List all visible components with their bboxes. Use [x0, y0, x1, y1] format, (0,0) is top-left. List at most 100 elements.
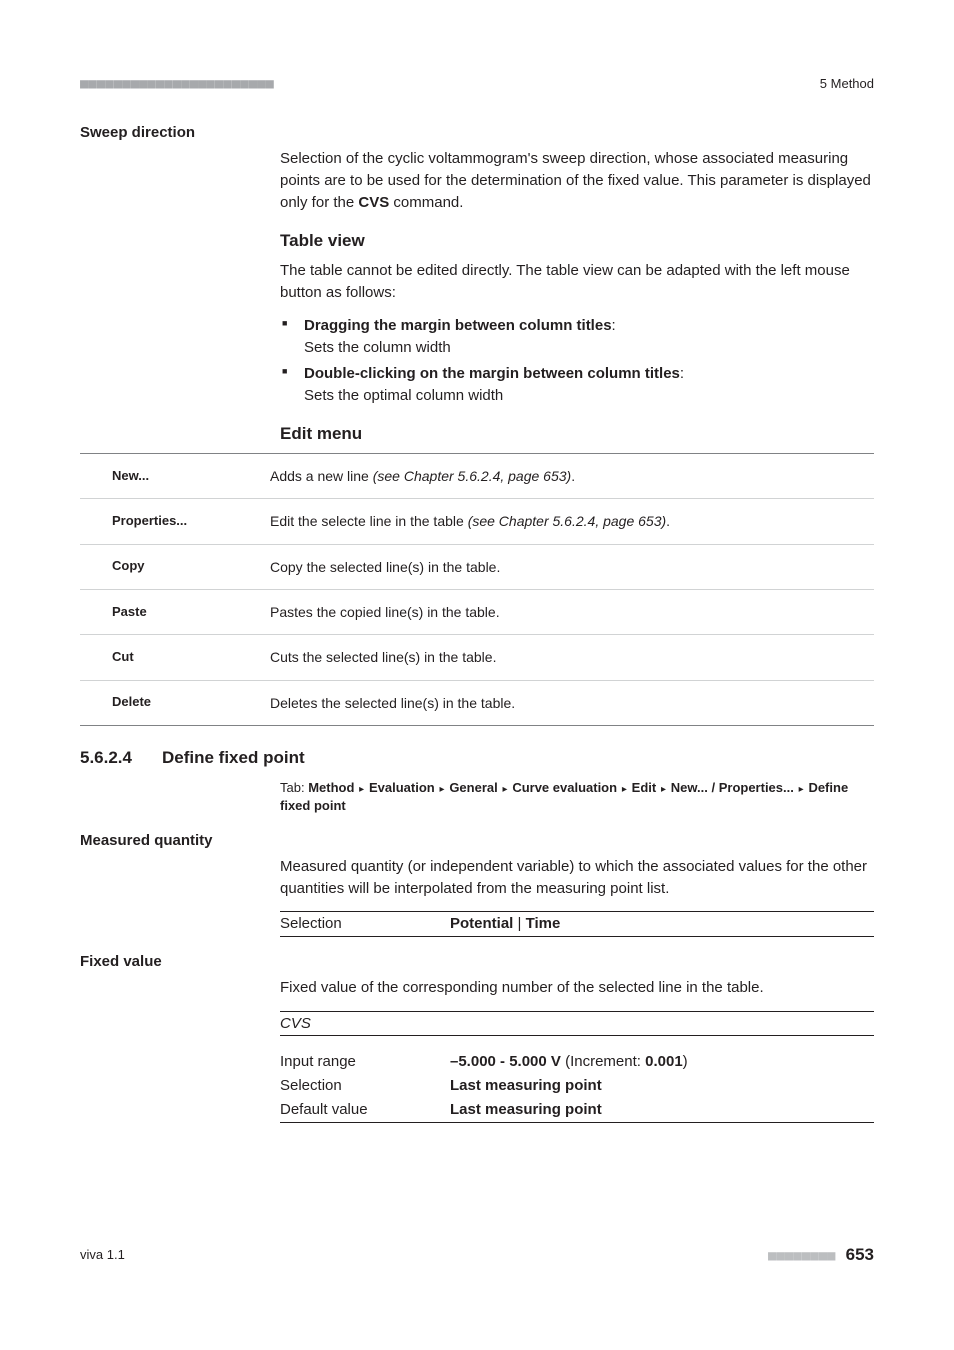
menu-key: Copy: [80, 544, 270, 589]
chapter-label: 5 Method: [820, 75, 874, 94]
triangle-icon: ▸: [656, 784, 671, 795]
footer-ticks: ■■■■■■■■: [768, 1248, 835, 1264]
menu-desc: Pastes the copied line(s) in the table.: [270, 589, 874, 634]
opt: Time: [526, 915, 561, 932]
section-heading-row: 5.6.2.4 Define fixed point: [80, 746, 874, 771]
kv-key: Selection: [280, 1074, 450, 1098]
fixed-value-body: Fixed value of the corresponding number …: [280, 977, 874, 1123]
menu-desc: Adds a new line (see Chapter 5.6.2.4, pa…: [270, 454, 874, 499]
kv-key: Input range: [280, 1050, 450, 1074]
page-header: ■■■■■■■■■■■■■■■■■■■■■■■ 5 Method: [80, 74, 874, 94]
text: (Increment:: [561, 1053, 645, 1070]
triangle-icon: ▸: [498, 784, 513, 795]
sep: |: [513, 915, 525, 932]
opt: Potential: [450, 915, 513, 932]
bullet-desc: Sets the column width: [304, 339, 451, 356]
section-number: 5.6.2.4: [80, 746, 132, 771]
table-row: CVS: [280, 1011, 874, 1036]
text: ): [683, 1053, 688, 1070]
table-row: Default value Last measuring point: [280, 1098, 874, 1122]
menu-desc: Cuts the selected line(s) in the table.: [270, 635, 874, 680]
text: Adds a new line: [270, 468, 373, 484]
kv-key: Default value: [280, 1098, 450, 1122]
tab-seg: Curve evaluation: [512, 780, 617, 795]
fv-cvs-table: CVS: [280, 1011, 874, 1037]
menu-key: Cut: [80, 635, 270, 680]
bullet-title: Dragging the margin between column title…: [304, 317, 612, 334]
section-title: Define fixed point: [162, 746, 305, 771]
text: .: [666, 513, 670, 529]
measured-quantity-body: Measured quantity (or independent variab…: [280, 856, 874, 937]
kv-value: –5.000 - 5.000 V (Increment: 0.001): [450, 1050, 874, 1074]
sweep-direction-para: Selection of the cyclic voltammogram's s…: [280, 148, 874, 213]
table-row: New... Adds a new line (see Chapter 5.6.…: [80, 454, 874, 499]
footer-right: ■■■■■■■■ 653: [768, 1243, 874, 1268]
kv-value: Potential | Time: [450, 912, 874, 937]
val-bold: Last measuring point: [450, 1101, 602, 1118]
cvs-bold: CVS: [358, 194, 389, 211]
table-view-heading: Table view: [280, 229, 874, 254]
menu-desc: Edit the selecte line in the table (see …: [270, 499, 874, 544]
tab-seg: New... / Properties...: [671, 780, 794, 795]
val-bold: Last measuring point: [450, 1077, 602, 1094]
table-row: Selection Potential | Time: [280, 912, 874, 937]
page-number: 653: [846, 1245, 874, 1264]
triangle-icon: ▸: [794, 784, 809, 795]
tab-seg: Method: [308, 780, 354, 795]
bullet-title: Double-clicking on the margin between co…: [304, 365, 680, 382]
menu-key: Properties...: [80, 499, 270, 544]
triangle-icon: ▸: [617, 784, 632, 795]
fv-values-table: Input range –5.000 - 5.000 V (Increment:…: [280, 1050, 874, 1122]
menu-desc: Deletes the selected line(s) in the tabl…: [270, 680, 874, 725]
table-view-bullets: Dragging the margin between column title…: [280, 315, 874, 406]
menu-key: Delete: [80, 680, 270, 725]
table-row: Selection Last measuring point: [280, 1074, 874, 1098]
colon: :: [612, 317, 616, 334]
kv-key: Selection: [280, 912, 450, 937]
measured-quantity-heading: Measured quantity: [80, 830, 874, 852]
cvs-label: CVS: [280, 1011, 450, 1036]
menu-key: New...: [80, 454, 270, 499]
sweep-direction-heading: Sweep direction: [80, 122, 874, 144]
menu-desc: Copy the selected line(s) in the table.: [270, 544, 874, 589]
ref-italic: (see Chapter 5.6.2.4, page 653): [373, 468, 571, 484]
colon: :: [680, 365, 684, 382]
text: .: [571, 468, 575, 484]
page-footer: viva 1.1 ■■■■■■■■ 653: [80, 1243, 874, 1268]
table-row: Paste Pastes the copied line(s) in the t…: [80, 589, 874, 634]
list-item: Dragging the margin between column title…: [280, 315, 874, 359]
tab-seg: General: [449, 780, 497, 795]
tab-seg: Evaluation: [369, 780, 435, 795]
fixed-value-para: Fixed value of the corresponding number …: [280, 977, 874, 999]
sweep-direction-body: Selection of the cyclic voltammogram's s…: [280, 148, 874, 447]
table-row: Input range –5.000 - 5.000 V (Increment:…: [280, 1050, 874, 1074]
tab-seg: Edit: [632, 780, 657, 795]
text: command.: [389, 194, 463, 211]
mq-selection-table: Selection Potential | Time: [280, 911, 874, 937]
version-label: viva 1.1: [80, 1246, 125, 1265]
text: Edit the selecte line in the table: [270, 513, 468, 529]
table-row: Properties... Edit the selecte line in t…: [80, 499, 874, 544]
table-row: Copy Copy the selected line(s) in the ta…: [80, 544, 874, 589]
range-bold: –5.000 - 5.000 V: [450, 1053, 561, 1070]
kv-value: Last measuring point: [450, 1098, 874, 1122]
table-row: Delete Deletes the selected line(s) in t…: [80, 680, 874, 725]
header-ticks: ■■■■■■■■■■■■■■■■■■■■■■■: [80, 74, 274, 94]
menu-key: Paste: [80, 589, 270, 634]
edit-menu-heading: Edit menu: [280, 422, 874, 447]
tab-label: Tab:: [280, 780, 308, 795]
kv-value: Last measuring point: [450, 1074, 874, 1098]
table-row: Cut Cuts the selected line(s) in the tab…: [80, 635, 874, 680]
measured-quantity-para: Measured quantity (or independent variab…: [280, 856, 874, 900]
triangle-icon: ▸: [354, 784, 369, 795]
edit-menu-table: New... Adds a new line (see Chapter 5.6.…: [80, 453, 874, 726]
tab-path-block: Tab: Method ▸ Evaluation ▸ General ▸ Cur…: [280, 779, 874, 817]
ref-italic: (see Chapter 5.6.2.4, page 653): [468, 513, 666, 529]
tab-path: Tab: Method ▸ Evaluation ▸ General ▸ Cur…: [280, 779, 874, 817]
list-item: Double-clicking on the margin between co…: [280, 363, 874, 407]
triangle-icon: ▸: [435, 784, 450, 795]
fixed-value-heading: Fixed value: [80, 951, 874, 973]
table-view-para: The table cannot be edited directly. The…: [280, 260, 874, 304]
bullet-desc: Sets the optimal column width: [304, 387, 503, 404]
empty-cell: [450, 1011, 874, 1036]
